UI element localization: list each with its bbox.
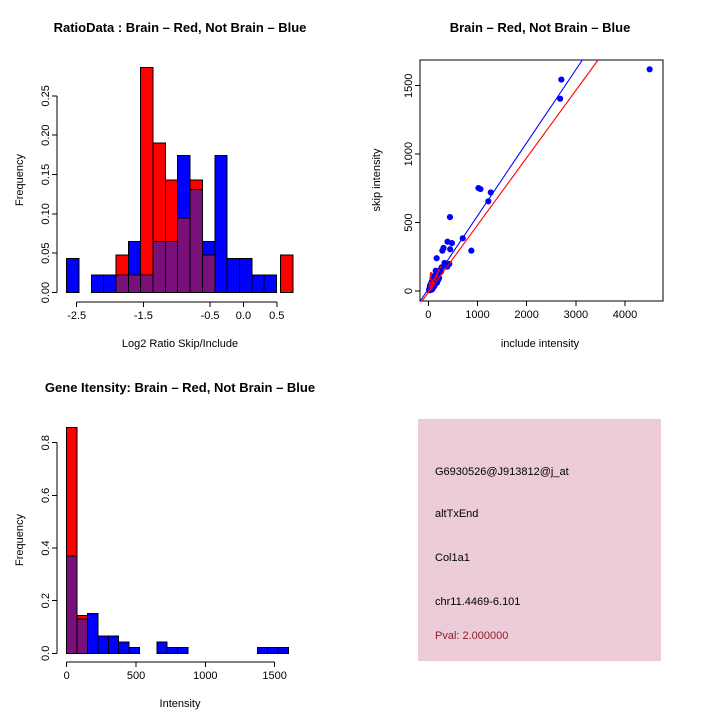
ratio-histogram-title: RatioData : Brain – Red, Not Brain – Blu… (53, 20, 307, 35)
gene-intensity-histogram-ylabel: Frequency (14, 514, 26, 566)
svg-text:1000: 1000 (465, 309, 489, 321)
intensity-scatter-title: Brain – Red, Not Brain – Blue (449, 20, 631, 35)
svg-text:0.8: 0.8 (40, 435, 52, 450)
svg-text:0.4: 0.4 (40, 540, 52, 555)
svg-text:0.2: 0.2 (40, 593, 52, 608)
pval-text: Pval: 2.000000 (435, 630, 509, 642)
svg-text:1500: 1500 (262, 670, 286, 682)
svg-text:2000: 2000 (514, 309, 538, 321)
svg-text:0.5: 0.5 (269, 310, 284, 322)
svg-text:1500: 1500 (403, 73, 415, 97)
location-text: chr11.4469-6.101 (435, 596, 521, 608)
ratio-histogram-plot: -2.5 -1.5 -0.5 0.0 0.5 0.00 0.05 0.10 0.15 0.20 0.… (40, 66, 294, 322)
panel-ratio-histogram: -2.5 -1.5 -0.5 0.0 0.5 0.00 0.05 0.10 0.15 0.20 0.… (0, 0, 360, 360)
probe-id-text: G6930526@J913812@j_at (435, 466, 569, 478)
svg-text:0.10: 0.10 (40, 203, 52, 224)
svg-text:500: 500 (403, 213, 415, 231)
svg-text:0: 0 (64, 670, 70, 682)
svg-text:1000: 1000 (403, 142, 415, 166)
info-box: G6930526@J913812@j_at altTxEnd Col1a1 ch… (418, 419, 661, 661)
gene-intensity-histogram-xlabel: Intensity (159, 698, 201, 710)
panel-intensity-scatter: 0 1000 2000 3000 4000 0 500 1000 1500 Brain – Re… (360, 0, 720, 360)
svg-text:-0.5: -0.5 (201, 310, 220, 322)
svg-text:0.25: 0.25 (40, 85, 52, 106)
svg-text:0.00: 0.00 (40, 282, 52, 303)
svg-text:4000: 4000 (613, 309, 637, 321)
svg-text:0: 0 (425, 309, 431, 321)
intensity-scatter-ylabel: skip intensity (371, 148, 383, 212)
svg-text:0.0: 0.0 (236, 310, 251, 322)
svg-text:0.20: 0.20 (40, 124, 52, 145)
svg-text:0: 0 (403, 288, 415, 294)
intensity-scatter-plot: 0 1000 2000 3000 4000 0 500 1000 1500 (403, 59, 664, 321)
svg-text:-1.5: -1.5 (134, 310, 153, 322)
gene-intensity-histogram-plot: 0 500 1000 1500 0.0 0.2 0.4 0.6 0.8 (40, 427, 289, 682)
svg-text:0.15: 0.15 (40, 164, 52, 185)
svg-text:1000: 1000 (193, 670, 217, 682)
svg-text:0.0: 0.0 (40, 646, 52, 661)
svg-text:0.6: 0.6 (40, 488, 52, 503)
panel-info-box: G6930526@J913812@j_at altTxEnd Col1a1 ch… (360, 360, 720, 720)
gene-intensity-histogram-title: Gene Itensity: Brain – Red, Not Brain – … (44, 380, 316, 395)
svg-text:500: 500 (127, 670, 145, 682)
svg-text:0.05: 0.05 (40, 242, 52, 263)
svg-text:3000: 3000 (564, 309, 588, 321)
intensity-scatter-xlabel: include intensity (500, 338, 580, 350)
event-type-text: altTxEnd (435, 508, 479, 520)
svg-text:-2.5: -2.5 (67, 310, 86, 322)
gene-name-text: Col1a1 (435, 552, 470, 564)
ratio-histogram-xlabel: Log2 Ratio Skip/Include (121, 338, 239, 350)
panel-gene-intensity-histogram: 0 500 1000 1500 0.0 0.2 0.4 0.6 0.8 Gene Itensit… (0, 360, 360, 720)
ratio-histogram-ylabel: Frequency (14, 154, 26, 206)
